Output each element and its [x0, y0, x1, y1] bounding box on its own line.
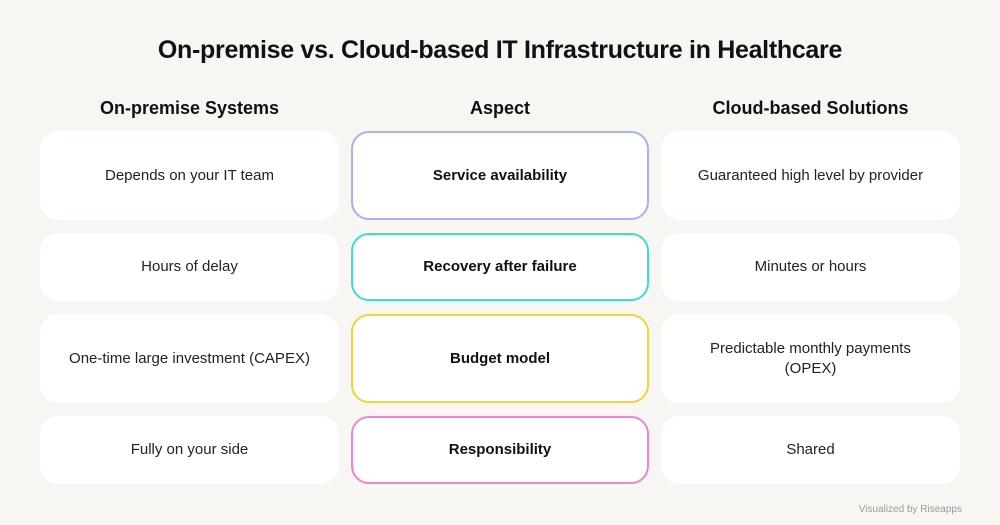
- cloud-cell-responsibility: Shared: [661, 416, 960, 484]
- attribution-brand: Riseapps: [920, 504, 962, 515]
- aspect-cell-budget-model: Budget model: [351, 314, 649, 403]
- aspect-cell-responsibility: Responsibility: [351, 416, 649, 484]
- on-premise-cell-recovery: Hours of delay: [40, 233, 339, 301]
- on-premise-cell-text: Fully on your side: [130, 441, 249, 458]
- aspect-cell-service-availability: Service availability: [351, 131, 649, 220]
- on-premise-cell-text: Depends on your IT team: [105, 166, 274, 184]
- on-premise-cell-responsibility: Fully on your side: [40, 416, 339, 484]
- attribution: Visualized by Riseapps: [859, 504, 962, 515]
- on-premise-cell-budget-model: One-time large investment (CAPEX): [40, 314, 339, 403]
- column-header-on-premise: On-premise Systems: [99, 98, 280, 118]
- aspect-cell-text: Budget model: [450, 349, 550, 367]
- cloud-cell-text: Predictable monthly payments (OPEX): [710, 339, 911, 377]
- cloud-cell-text: Guaranteed high level by provider: [697, 166, 924, 184]
- cloud-cell-budget-model: Predictable monthly payments (OPEX): [661, 314, 960, 403]
- column-header-aspect: Aspect: [469, 98, 531, 118]
- column-header-cloud: Cloud-based Solutions: [712, 98, 909, 118]
- aspect-cell-text: Responsibility: [448, 441, 552, 458]
- on-premise-cell-service-availability: Depends on your IT team: [40, 131, 339, 220]
- cloud-cell-text: Shared: [786, 441, 835, 458]
- cloud-cell-text: Minutes or hours: [754, 258, 867, 275]
- page-title: On-premise vs. Cloud-based IT Infrastruc…: [157, 36, 843, 64]
- aspect-cell-text: Service availability: [432, 166, 568, 184]
- attribution-prefix: Visualized by: [858, 504, 918, 515]
- on-premise-cell-text: Hours of delay: [141, 258, 238, 275]
- aspect-cell-recovery: Recovery after failure: [351, 233, 649, 301]
- cloud-cell-recovery: Minutes or hours: [661, 233, 960, 301]
- cloud-cell-service-availability: Guaranteed high level by provider: [661, 131, 960, 220]
- on-premise-cell-text: One-time large investment (CAPEX): [69, 349, 310, 367]
- aspect-cell-text: Recovery after failure: [423, 258, 577, 275]
